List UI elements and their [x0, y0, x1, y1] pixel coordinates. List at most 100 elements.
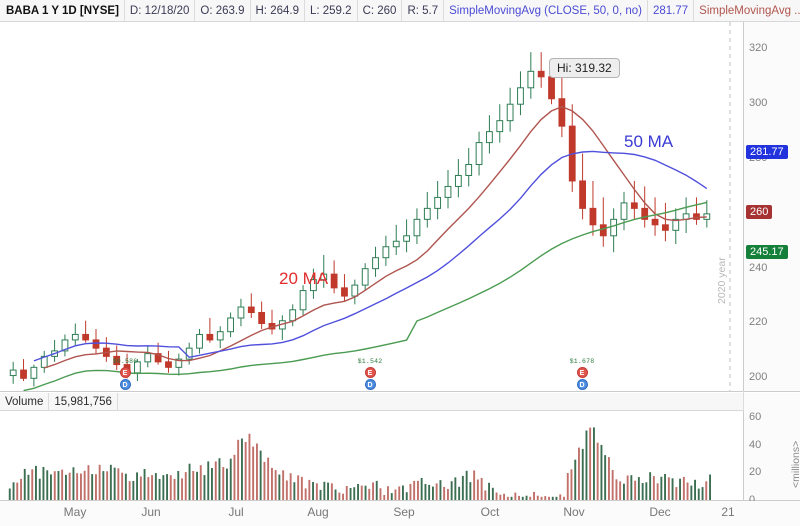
earnings-marker[interactable]: $1.542 E D	[355, 358, 385, 390]
time-tick: Jul	[228, 505, 244, 519]
volume-bar	[615, 479, 618, 500]
volume-bar	[289, 473, 292, 500]
price-tick: 320	[749, 42, 768, 55]
time-axis[interactable]: May Jun Jul Aug Sep Oct Nov Dec 21	[0, 501, 800, 526]
ma50-line	[33, 150, 708, 362]
volume-chart-panel[interactable]	[0, 411, 744, 501]
volume-bar	[177, 471, 180, 500]
volume-bar	[95, 474, 97, 500]
volume-bar	[327, 482, 329, 500]
dividend-icon[interactable]: D	[364, 379, 376, 390]
volume-bar	[23, 468, 26, 500]
volume-bar	[181, 478, 183, 500]
volume-bar	[68, 472, 71, 500]
volume-value: 15,981,756	[49, 392, 118, 411]
volume-bar	[709, 474, 711, 500]
volume-bar	[671, 478, 674, 500]
earnings-marker[interactable]: $1.678 E D	[567, 358, 597, 390]
volume-bar	[424, 484, 427, 500]
dividend-icon[interactable]: D	[576, 379, 588, 390]
volume-bar	[61, 469, 64, 500]
volume-bar	[510, 496, 513, 500]
volume-bar	[132, 481, 135, 500]
volume-bar	[405, 492, 408, 500]
volume-bar	[458, 486, 461, 500]
volume-bar	[199, 465, 202, 500]
volume-bar	[394, 489, 397, 500]
volume-bar	[450, 481, 453, 500]
volume-bar	[169, 475, 172, 500]
volume-bar	[334, 489, 337, 500]
earnings-value: $1.678	[569, 358, 595, 365]
earnings-marker[interactable]: $0.586 E D	[110, 358, 140, 390]
volume-bar	[139, 476, 142, 500]
dividend-icon[interactable]: D	[119, 379, 131, 390]
volume-bar	[667, 477, 670, 500]
volume-header-spacer	[118, 390, 744, 413]
volume-bar	[113, 467, 116, 500]
volume-bar	[630, 475, 633, 500]
volume-bar	[192, 471, 195, 500]
symbol-label[interactable]: BABA 1 Y 1D [NYSE]	[0, 0, 125, 22]
quote-header-bar: BABA 1 Y 1D [NYSE] D: 12/18/20 O: 263.9 …	[0, 0, 800, 22]
volume-bar	[488, 482, 490, 500]
price-chart-panel[interactable]: Hi: 319.32 20 MA 50 MA 2020 year $0.586 E…	[0, 22, 744, 392]
volume-bar	[16, 482, 19, 500]
volume-bar	[503, 493, 505, 500]
volume-bar	[72, 467, 75, 500]
quote-date: D: 12/18/20	[125, 0, 196, 22]
volume-bar	[98, 464, 101, 500]
volume-bar	[143, 469, 146, 500]
price-tick: 300	[749, 97, 768, 110]
volume-bar	[151, 475, 153, 500]
volume-bar	[409, 483, 412, 500]
indicator-ma20-label[interactable]: SimpleMovingAvg ...	[694, 0, 800, 22]
volume-axis[interactable]: 60 40 20 0	[744, 393, 800, 506]
volume-bar	[252, 446, 255, 500]
volume-tick: 0	[749, 494, 756, 506]
earnings-report-icon[interactable]: E	[576, 367, 588, 378]
volume-bar	[237, 439, 240, 500]
volume-bar	[536, 495, 539, 500]
ma50-price-badge: 281.77	[746, 145, 788, 160]
volume-bar	[480, 478, 483, 500]
volume-bar	[312, 482, 314, 500]
volume-bar	[604, 455, 607, 500]
volume-bar	[529, 496, 532, 500]
volume-bar	[35, 465, 37, 500]
volume-series	[8, 427, 711, 500]
volume-bar	[319, 489, 322, 500]
volume-bar	[338, 492, 341, 500]
volume-bar	[447, 489, 449, 500]
volume-bar	[608, 457, 610, 500]
volume-bar	[465, 470, 468, 500]
volume-tick: 40	[749, 438, 762, 451]
year-divider-label: 2020 year	[716, 257, 728, 304]
volume-bar	[211, 468, 213, 500]
time-tick: Dec	[649, 505, 671, 519]
volume-bar	[226, 468, 228, 500]
volume-bar	[563, 496, 565, 500]
volume-bar	[91, 474, 94, 500]
volume-tick: 60	[749, 410, 762, 423]
volume-bar	[398, 486, 401, 500]
indicator-ma50-value: 281.77	[648, 0, 695, 22]
volume-bar	[420, 478, 423, 500]
earnings-report-icon[interactable]: E	[119, 367, 131, 378]
volume-bar	[656, 483, 659, 500]
volume-bar	[652, 476, 655, 500]
volume-bar	[435, 483, 438, 500]
volume-bar	[574, 459, 577, 500]
volume-bar	[364, 485, 367, 500]
indicator-ma50-label[interactable]: SimpleMovingAvg (CLOSE, 50, 0, no)	[444, 0, 648, 22]
volume-bar	[285, 480, 288, 500]
earnings-report-icon[interactable]: E	[364, 367, 376, 378]
volume-bar	[533, 491, 535, 500]
volume-bar	[184, 472, 187, 500]
volume-bar	[274, 470, 277, 500]
ma50-annotation: 50 MA	[624, 132, 674, 151]
volume-title[interactable]: Volume	[0, 392, 50, 411]
volume-bar	[173, 478, 176, 500]
